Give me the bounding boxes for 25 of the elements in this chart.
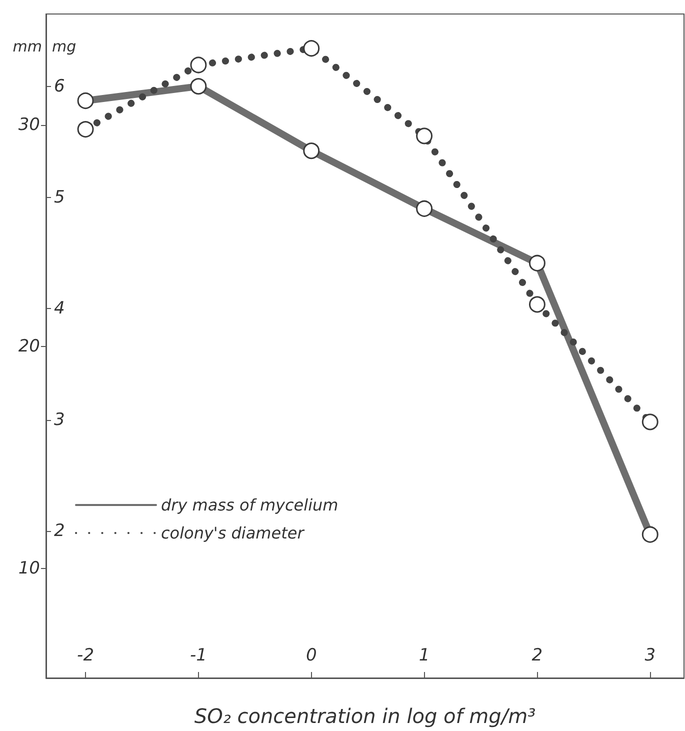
legend-label: colony's diameter — [161, 524, 306, 542]
legend-label: dry mass of mycelium — [161, 496, 338, 514]
point — [642, 414, 658, 430]
x-tick-label: -2 — [77, 646, 94, 666]
x-tick-label: -1 — [190, 646, 207, 666]
y2-axis-title: mg — [52, 38, 76, 56]
y2-tick-label: 2 — [54, 521, 65, 542]
y-axis-title: mm — [12, 38, 42, 56]
point — [528, 296, 546, 313]
x-tick-label: 2 — [532, 646, 543, 666]
point — [303, 40, 320, 57]
y2-tick-label: 4 — [54, 298, 65, 319]
x-tick-label: 0 — [306, 646, 317, 666]
point — [77, 121, 94, 138]
y2-tick-label: 6 — [54, 76, 65, 96]
y-tick-label: 30 — [18, 114, 40, 135]
x-tick-label: 3 — [644, 646, 656, 666]
point — [190, 56, 207, 74]
y2-tick-label: 3 — [54, 410, 65, 430]
y-tick-label: 20 — [18, 336, 40, 357]
x-tick-label: 1 — [418, 646, 430, 666]
y-tick-label: 10 — [18, 558, 40, 578]
y2-tick-label: 5 — [54, 188, 65, 208]
x-axis-title: SO₂ concentration in log of mg/m³ — [194, 704, 536, 728]
point — [416, 128, 433, 144]
